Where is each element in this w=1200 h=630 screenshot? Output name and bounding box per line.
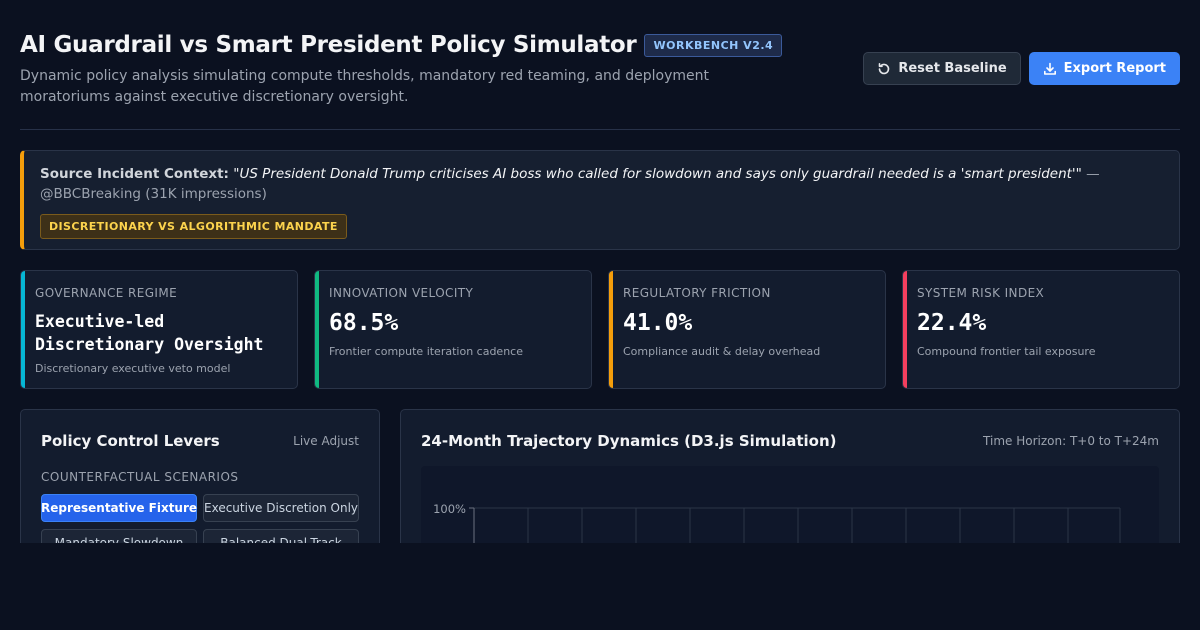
kpi-accent-bar	[903, 271, 907, 388]
kpi-value: 68.5%	[329, 310, 399, 336]
incident-context-card: Source Incident Context: "US President D…	[20, 150, 1180, 250]
kpi-accent-bar	[315, 271, 319, 388]
time-horizon-label: Time Horizon: T+0 to T+24m	[983, 434, 1159, 448]
scenario-buttons: Representative Fixture Executive Discret…	[41, 494, 359, 543]
trajectory-chart-svg: 100%	[433, 502, 1121, 543]
kpi-subtext: Discretionary executive veto model	[35, 362, 231, 375]
scenario-representative-fixture-button[interactable]: Representative Fixture	[41, 494, 197, 522]
kpi-value: 41.0%	[623, 310, 693, 336]
kpi-innovation-velocity: INNOVATION VELOCITY 68.5% Frontier compu…	[314, 270, 592, 389]
kpi-subtext: Compliance audit & delay overhead	[623, 345, 821, 358]
panel-header: 24-Month Trajectory Dynamics (D3.js Simu…	[421, 432, 1159, 450]
context-tag: DISCRETIONARY VS ALGORITHMIC MANDATE	[40, 214, 347, 239]
context-label: Source Incident Context:	[40, 166, 229, 182]
live-adjust-label: Live Adjust	[293, 434, 359, 448]
kpi-governance-regime: GOVERNANCE REGIME Executive-led Discreti…	[20, 270, 298, 389]
panel-title: 24-Month Trajectory Dynamics (D3.js Simu…	[421, 432, 837, 450]
policy-levers-panel: Policy Control Levers Live Adjust COUNTE…	[20, 409, 380, 543]
title-row: AI Guardrail vs Smart President Policy S…	[20, 32, 1180, 58]
trajectory-chart: 100%	[421, 466, 1159, 543]
page-header: AI Guardrail vs Smart President Policy S…	[20, 32, 1180, 108]
kpi-value: 22.4%	[917, 310, 987, 336]
kpi-value: Executive-led Discretionary Oversight	[35, 312, 264, 354]
kpi-accent-bar	[21, 271, 25, 388]
context-source: — @BBCBreaking (31K impressions)	[40, 166, 1100, 202]
panel-header: Policy Control Levers Live Adjust	[41, 432, 359, 450]
reset-baseline-button[interactable]: Reset Baseline	[863, 52, 1021, 85]
page-subtitle: Dynamic policy analysis simulating compu…	[20, 68, 709, 105]
kpi-row: GOVERNANCE REGIME Executive-led Discreti…	[20, 270, 1180, 389]
export-report-label: Export Report	[1063, 61, 1166, 76]
vertical-gridlines	[527, 508, 1121, 543]
scenario-mandatory-slowdown-button[interactable]: Mandatory Slowdown	[41, 529, 197, 543]
panel-title: Policy Control Levers	[41, 432, 220, 450]
kpi-accent-bar	[609, 271, 613, 388]
kpi-subtext: Compound frontier tail exposure	[917, 345, 1096, 358]
export-report-button[interactable]: Export Report	[1028, 52, 1180, 85]
kpi-label: REGULATORY FRICTION	[623, 286, 771, 300]
header-divider	[20, 129, 1180, 130]
kpi-system-risk-index: SYSTEM RISK INDEX 22.4% Compound frontie…	[902, 270, 1180, 389]
trajectory-panel: 24-Month Trajectory Dynamics (D3.js Simu…	[400, 409, 1180, 543]
scenario-executive-discretion-button[interactable]: Executive Discretion Only	[203, 494, 359, 522]
kpi-label: INNOVATION VELOCITY	[329, 286, 474, 300]
kpi-regulatory-friction: REGULATORY FRICTION 41.0% Compliance aud…	[608, 270, 886, 389]
scenarios-section-label: COUNTERFACTUAL SCENARIOS	[41, 470, 239, 484]
scenario-balanced-dual-track-button[interactable]: Balanced Dual-Track	[203, 529, 359, 543]
reset-baseline-label: Reset Baseline	[898, 61, 1007, 76]
reset-icon	[877, 62, 891, 76]
context-text: Source Incident Context: "US President D…	[40, 164, 1163, 204]
kpi-label: GOVERNANCE REGIME	[35, 286, 178, 300]
header-actions: Reset Baseline Export Report	[863, 52, 1180, 85]
version-badge: WORKBENCH V2.4	[644, 33, 783, 57]
y-axis-tick-label: 100%	[433, 502, 466, 516]
page-bottom-background	[0, 543, 1200, 630]
download-icon	[1043, 62, 1057, 76]
kpi-subtext: Frontier compute iteration cadence	[329, 345, 523, 358]
page-title: AI Guardrail vs Smart President Policy S…	[20, 32, 637, 58]
kpi-label: SYSTEM RISK INDEX	[917, 286, 1045, 300]
context-quote: "US President Donald Trump criticises AI…	[233, 166, 1082, 182]
